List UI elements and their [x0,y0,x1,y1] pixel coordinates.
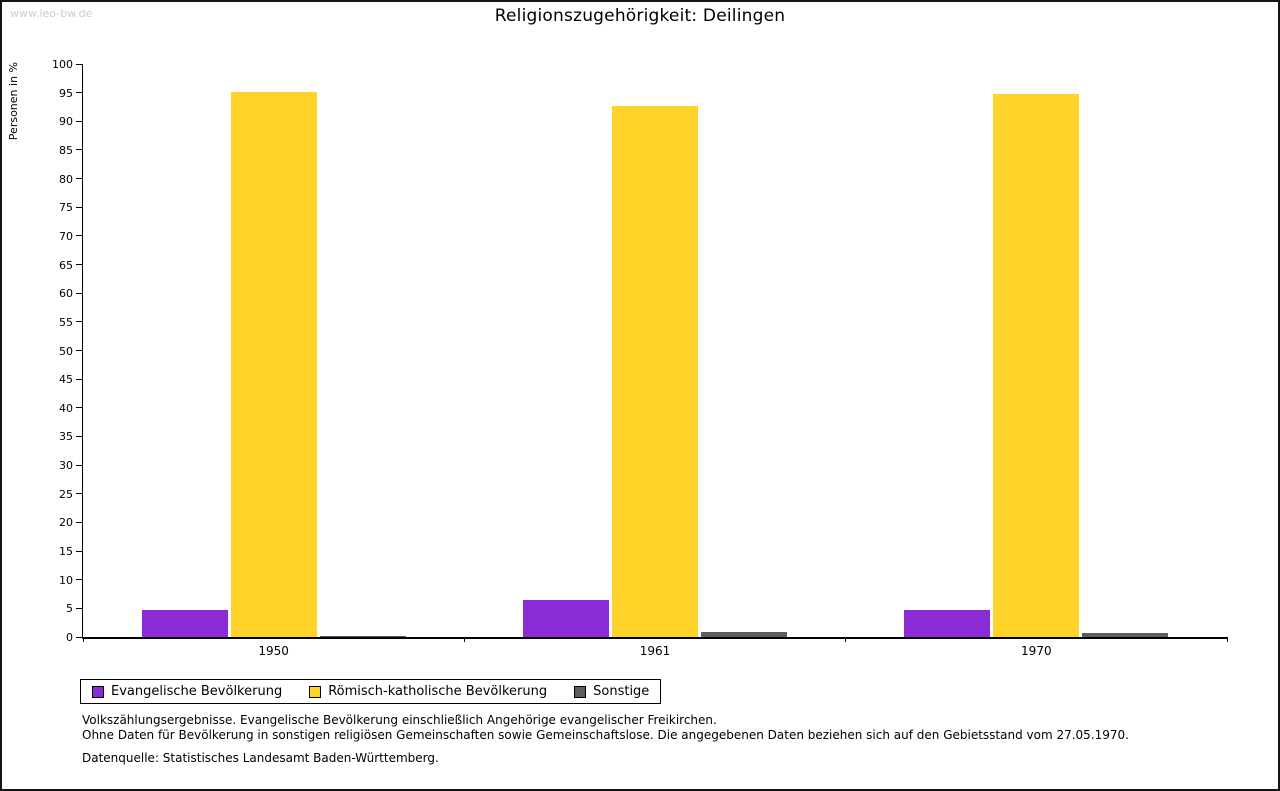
y-tick-label: 40 [59,401,73,415]
footnote-source: Datenquelle: Statistisches Landesamt Bad… [82,751,439,765]
bar-1950-series-0 [141,609,228,637]
y-tick [76,636,83,638]
footnote-line: Ohne Daten für Bevölkerung in sonstigen … [82,728,1129,742]
plot-area: 0 5 10 15 20 25 30 35 40 45 50 55 60 65 70 75 80 85 90 95 10… [52,58,1228,658]
y-tick-label: 85 [59,143,73,157]
x-tick-label: 1961 [639,644,671,658]
y-tick-label: 95 [59,86,73,100]
y-tick-label: 25 [59,487,73,501]
bar-1961-series-2 [701,631,787,637]
y-tick [76,550,83,552]
y-tick-label: 5 [66,602,73,616]
y-tick [76,464,83,466]
legend-swatch [309,685,322,698]
y-tick [76,350,83,351]
legend-item: Sonstige [574,684,649,699]
footnotes: Volkszählungsergebnisse. Evangelische Be… [82,713,1129,766]
y-tick-label: 75 [59,201,73,215]
legend-label: Evangelische Bevölkerung [111,684,283,699]
y-tick [76,264,83,266]
y-tick-label: 100 [52,58,73,71]
x-tick-label: 1950 [258,644,289,658]
y-tick-label: 0 [66,631,73,644]
y-tick-label: 65 [59,258,73,272]
bar-1970-series-2 [1082,633,1169,637]
bar-1970-series-1 [993,94,1080,637]
legend-label: Römisch-katholische Bevölkerung [328,684,548,699]
y-tick [76,235,83,237]
legend: Evangelische Bevölkerung Römisch-katholis… [80,679,662,704]
x-tick [82,637,84,642]
bar-1950-series-2 [319,635,406,637]
y-tick-label: 35 [59,430,73,444]
y-tick-label: 70 [59,229,73,243]
bar-1961-series-0 [523,599,609,637]
legend-item: Evangelische Bevölkerung [92,684,282,699]
y-tick [76,92,83,94]
y-tick [76,407,83,409]
y-axis-label: Personen in % [7,62,20,141]
y-tick [76,435,83,437]
y-tick-label: 50 [59,344,73,358]
y-tick-label: 60 [59,287,73,301]
y-tick [76,120,83,122]
y-tick-label: 45 [59,373,73,387]
y-tick-label: 15 [59,545,73,559]
x-tick [463,637,465,642]
y-tick [76,493,83,495]
y-tick-label: 20 [59,516,73,530]
footnote-line: Volkszählungsergebnisse. Evangelische Be… [82,713,717,727]
y-tick [76,63,83,65]
y-tick [76,206,83,208]
chart-title: Religionszugehörigkeit: Deilingen [494,6,786,26]
y-tick-label: 90 [59,115,73,129]
y-tick [76,521,83,523]
legend-item: Römisch-katholische Bevölkerung [309,684,547,699]
y-tick [76,378,83,380]
y-tick-label: 80 [59,172,73,186]
y-tick [76,292,83,294]
legend-swatch [574,685,587,698]
y-tick-label: 55 [59,315,73,329]
y-tick-label: 10 [59,573,73,587]
y-tick [76,607,83,609]
y-tick-label: 30 [59,459,73,473]
watermark: www.leo-bw.de [10,7,93,20]
x-tick [845,637,847,642]
y-tick [76,579,83,581]
y-tick [76,178,83,180]
y-tick [76,149,83,151]
y-tick [76,321,83,323]
x-tick [1226,637,1228,642]
x-tick-label: 1970 [1021,644,1052,658]
bar-1970-series-0 [904,609,991,637]
legend-swatch [92,685,104,698]
bar-1950-series-1 [230,91,317,637]
legend-label: Sonstige [593,684,650,699]
bar-1961-series-1 [612,106,698,637]
